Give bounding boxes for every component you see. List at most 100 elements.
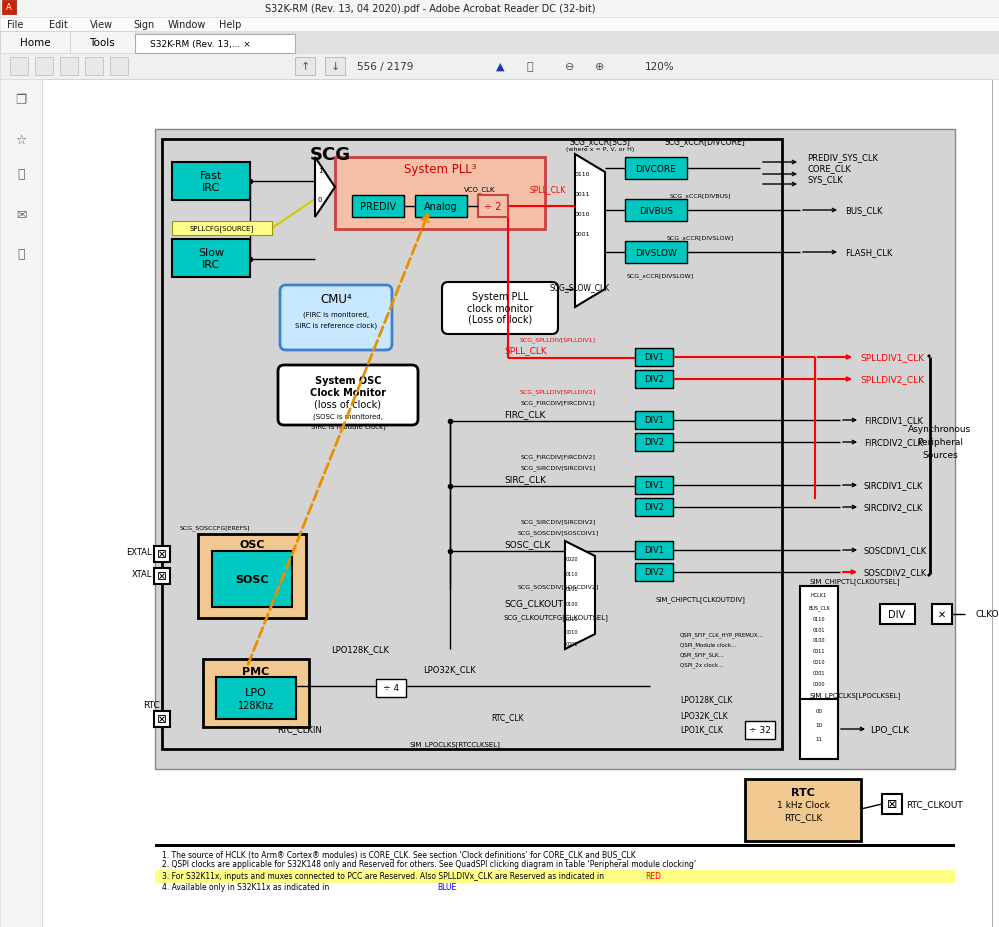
Text: 0011: 0011 [574, 192, 589, 197]
Text: 0110: 0110 [565, 572, 578, 577]
Text: FLASH_CLK: FLASH_CLK [845, 248, 892, 257]
Text: 🔍: 🔍 [17, 248, 25, 261]
Bar [932, 604, 952, 624]
Text: BUS_CLK: BUS_CLK [808, 604, 830, 610]
Bar [154, 711, 170, 727]
Text: SCG: SCG [310, 146, 351, 164]
Text: SCG_xCCR[DIVSLOW]: SCG_xCCR[DIVSLOW] [666, 235, 733, 241]
Text: DIV1: DIV1 [644, 416, 664, 425]
Text: FIRCDIV2_CLK: FIRCDIV2_CLK [864, 438, 923, 447]
Text: 1 kHz Clock: 1 kHz Clock [776, 801, 829, 809]
Text: 4. Available only in S32K11x as indicated in: 4. Available only in S32K11x as indicate… [162, 883, 332, 892]
Bar [882, 794, 902, 814]
Text: VCO_CLK: VCO_CLK [465, 186, 496, 193]
FancyBboxPatch shape [278, 365, 418, 425]
Text: SIM_LPOCLKS[LPOCLKSEL]: SIM_LPOCLKS[LPOCLKSEL] [809, 692, 901, 699]
Text: RTC: RTC [144, 701, 161, 710]
Text: ⊠: ⊠ [157, 548, 167, 561]
Text: RED: RED [645, 871, 661, 881]
Bar [198, 535, 306, 618]
Text: S32K-RM (Rev. 13, 04 2020).pdf - Adobe Acrobat Reader DC (32-bit): S32K-RM (Rev. 13, 04 2020).pdf - Adobe A… [265, 4, 595, 14]
Text: 0001: 0001 [813, 671, 825, 676]
Text: HCLK1: HCLK1 [811, 593, 827, 598]
Text: QSPI_2x clock...: QSPI_2x clock... [680, 662, 723, 667]
Text: SCG_xCCR[DIVSLOW]: SCG_xCCR[DIVSLOW] [626, 273, 693, 278]
Text: CLKOUT: CLKOUT [975, 610, 999, 619]
Bar [135, 35, 295, 54]
Text: SCG_xCCR[DIVCORE]: SCG_xCCR[DIVCORE] [664, 137, 745, 146]
Text: DIV2: DIV2 [644, 375, 664, 384]
Text: S32K-RM (Rev. 13,... ×: S32K-RM (Rev. 13,... × [150, 40, 251, 48]
Bar [110, 57, 128, 76]
Bar [172, 240, 250, 278]
Text: Sign: Sign [134, 20, 155, 30]
Bar [0, 54, 999, 80]
FancyBboxPatch shape [442, 283, 558, 335]
Text: 00: 00 [815, 709, 822, 714]
Text: 0010: 0010 [813, 660, 825, 665]
Text: 1. The source of HCLK (to Arm® Cortex® modules) is CORE_CLK. See section ‘Clock : 1. The source of HCLK (to Arm® Cortex® m… [162, 849, 635, 858]
Bar [376, 679, 406, 697]
Text: SPLLDIV1_CLK: SPLLDIV1_CLK [860, 353, 924, 362]
Text: 0100: 0100 [813, 638, 825, 642]
Text: Edit: Edit [49, 20, 68, 30]
Text: LPO32K_CLK: LPO32K_CLK [424, 665, 477, 674]
Text: OSC: OSC [239, 540, 265, 550]
Bar [35, 57, 53, 76]
Bar [745, 721, 775, 739]
Text: SIRC_CLK: SIRC_CLK [504, 475, 546, 484]
Text: PREDIV_SYS_CLK: PREDIV_SYS_CLK [807, 153, 878, 162]
Bar [800, 587, 838, 731]
Text: ✕: ✕ [938, 609, 946, 619]
Text: SCG_SLOW_CLK: SCG_SLOW_CLK [549, 283, 610, 292]
Bar [2, 1, 16, 15]
Text: 120%: 120% [645, 62, 674, 72]
Bar [635, 541, 673, 559]
Text: 3. For S32K11x, inputs and muxes connected to PCC are Reserved. Also SPLLDIVx_CL: 3. For S32K11x, inputs and muxes connect… [162, 871, 606, 881]
Text: SIM_CHIPCTL[CLKOUTDIV]: SIM_CHIPCTL[CLKOUTDIV] [655, 596, 745, 603]
Text: IRC: IRC [202, 183, 220, 193]
Bar [625, 242, 687, 263]
Text: XTAL: XTAL [132, 570, 152, 578]
Text: 0000: 0000 [813, 681, 825, 687]
Bar [155, 130, 955, 769]
Text: Help: Help [219, 20, 241, 30]
Text: Home: Home [20, 38, 50, 48]
Text: IRC: IRC [202, 260, 220, 270]
Bar [800, 699, 838, 759]
Text: SCG_FIRCDIV[FIRCDIV2]: SCG_FIRCDIV[FIRCDIV2] [520, 453, 595, 460]
Text: BUS_CLK: BUS_CLK [845, 207, 882, 215]
Text: 0101: 0101 [813, 628, 825, 633]
Bar [635, 349, 673, 366]
Bar [635, 434, 673, 451]
Text: ✋: ✋ [526, 62, 533, 72]
Text: DIV2: DIV2 [644, 438, 664, 447]
FancyBboxPatch shape [280, 286, 392, 350]
Text: RTC_CLKOUT: RTC_CLKOUT [906, 800, 963, 808]
Bar [635, 564, 673, 581]
Bar [415, 196, 467, 218]
Bar [172, 222, 272, 235]
Text: FIRCDIV1_CLK: FIRCDIV1_CLK [864, 416, 923, 425]
Text: ⊕: ⊕ [595, 62, 604, 72]
Text: File: File [7, 20, 23, 30]
Bar [172, 163, 250, 201]
Text: ❐: ❐ [15, 94, 27, 107]
Text: PMC: PMC [243, 667, 270, 677]
Bar [0, 32, 70, 54]
Bar [212, 552, 292, 607]
Text: Asynchronous: Asynchronous [908, 425, 972, 434]
Bar [0, 32, 999, 54]
Text: LPO_CLK: LPO_CLK [870, 725, 909, 733]
Text: SCG_SOSCDIV[SOSCDIV2]: SCG_SOSCDIV[SOSCDIV2] [517, 583, 598, 590]
Bar [478, 196, 508, 218]
Bar [162, 140, 782, 749]
Text: DIV2: DIV2 [644, 568, 664, 577]
Bar [70, 32, 135, 54]
Bar [85, 57, 103, 76]
Text: Fast: Fast [200, 171, 222, 181]
Bar [625, 200, 687, 222]
Text: QSPI_SFIF_SLK...: QSPI_SFIF_SLK... [680, 652, 724, 657]
Text: ⊠: ⊠ [157, 570, 167, 583]
Text: SPLL_CLK: SPLL_CLK [529, 185, 566, 195]
